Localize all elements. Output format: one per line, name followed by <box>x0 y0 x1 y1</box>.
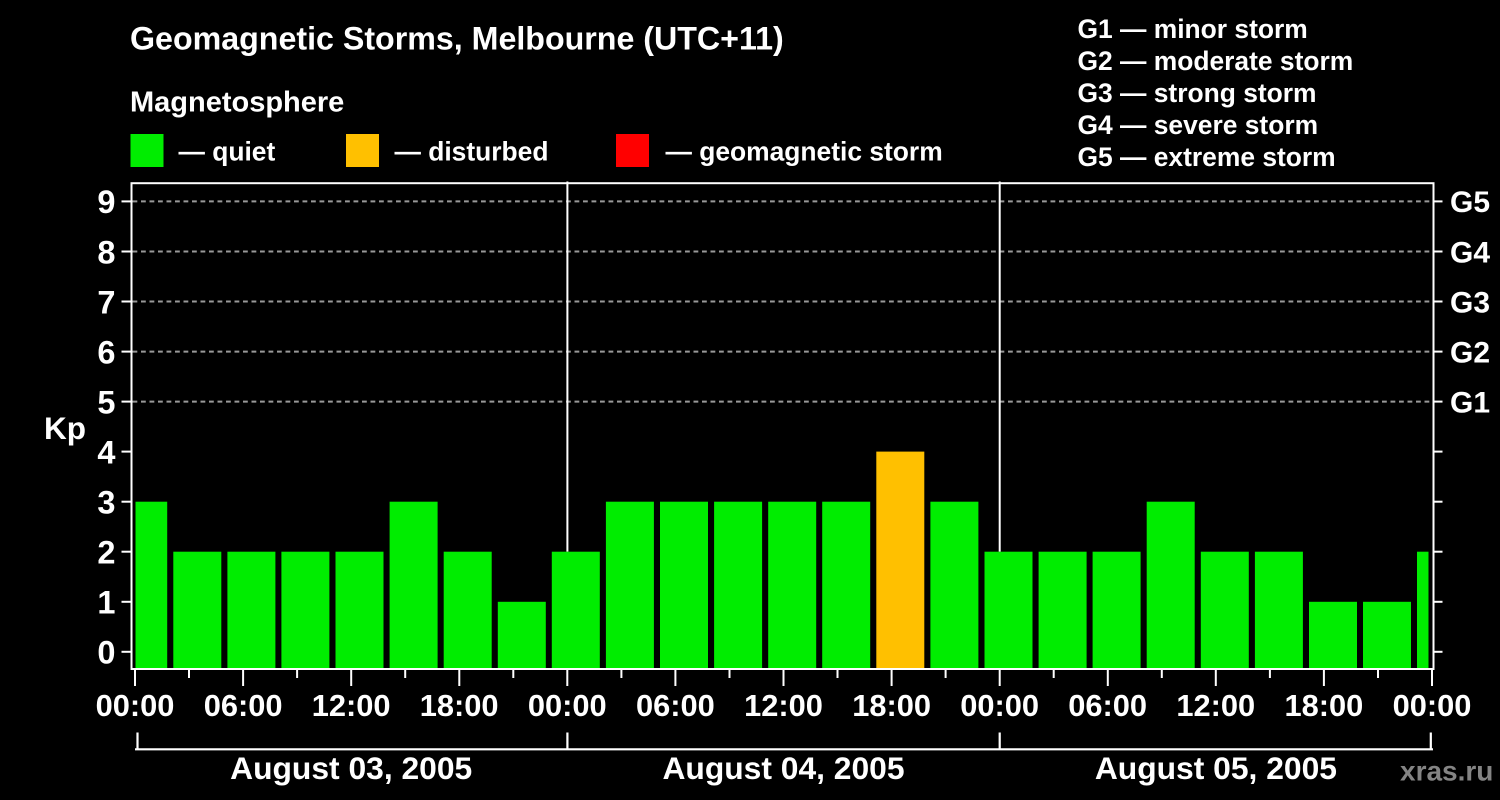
svg-text:G1: G1 <box>1450 386 1490 419</box>
svg-text:00:00: 00:00 <box>1393 688 1472 723</box>
svg-text:00:00: 00:00 <box>960 688 1039 723</box>
svg-text:18:00: 18:00 <box>420 688 499 723</box>
svg-text:06:00: 06:00 <box>636 688 715 723</box>
svg-text:7: 7 <box>97 284 115 320</box>
svg-text:G1 — minor storm: G1 — minor storm <box>1078 14 1308 44</box>
svg-text:G5: G5 <box>1450 186 1490 219</box>
svg-text:Geomagnetic Storms, Melbourne: Geomagnetic Storms, Melbourne (UTC+11) <box>130 20 784 56</box>
svg-text:— quiet: — quiet <box>179 136 276 166</box>
svg-text:3: 3 <box>97 485 115 521</box>
svg-text:9: 9 <box>97 184 115 220</box>
svg-text:00:00: 00:00 <box>96 688 175 723</box>
svg-text:1: 1 <box>97 585 115 621</box>
svg-text:August 05, 2005: August 05, 2005 <box>1095 750 1337 786</box>
svg-text:August 03, 2005: August 03, 2005 <box>230 750 472 786</box>
svg-text:12:00: 12:00 <box>1176 688 1255 723</box>
svg-text:G2: G2 <box>1450 336 1490 369</box>
svg-text:2: 2 <box>97 535 115 571</box>
svg-text:6: 6 <box>97 334 115 370</box>
svg-text:18:00: 18:00 <box>1285 688 1364 723</box>
svg-text:06:00: 06:00 <box>204 688 283 723</box>
svg-text:— geomagnetic storm: — geomagnetic storm <box>666 136 943 166</box>
svg-text:18:00: 18:00 <box>852 688 931 723</box>
svg-text:G3: G3 <box>1450 286 1490 319</box>
svg-text:Kp: Kp <box>44 410 86 446</box>
svg-text:G4: G4 <box>1450 236 1490 269</box>
svg-text:August 04, 2005: August 04, 2005 <box>662 750 904 786</box>
svg-text:12:00: 12:00 <box>312 688 391 723</box>
svg-text:Magnetosphere: Magnetosphere <box>130 87 344 119</box>
svg-text:G4 — severe storm: G4 — severe storm <box>1078 110 1319 140</box>
svg-text:00:00: 00:00 <box>528 688 607 723</box>
svg-text:12:00: 12:00 <box>744 688 823 723</box>
svg-text:— disturbed: — disturbed <box>395 136 549 166</box>
svg-text:06:00: 06:00 <box>1068 688 1147 723</box>
svg-text:G3 — strong storm: G3 — strong storm <box>1078 78 1317 108</box>
svg-text:8: 8 <box>97 234 115 270</box>
svg-text:G5 — extreme storm: G5 — extreme storm <box>1078 142 1336 172</box>
svg-text:G2 — moderate storm: G2 — moderate storm <box>1078 46 1354 76</box>
svg-text:0: 0 <box>97 635 115 671</box>
svg-text:xras.ru: xras.ru <box>1400 756 1493 787</box>
svg-text:5: 5 <box>97 384 115 420</box>
svg-text:4: 4 <box>97 434 115 470</box>
